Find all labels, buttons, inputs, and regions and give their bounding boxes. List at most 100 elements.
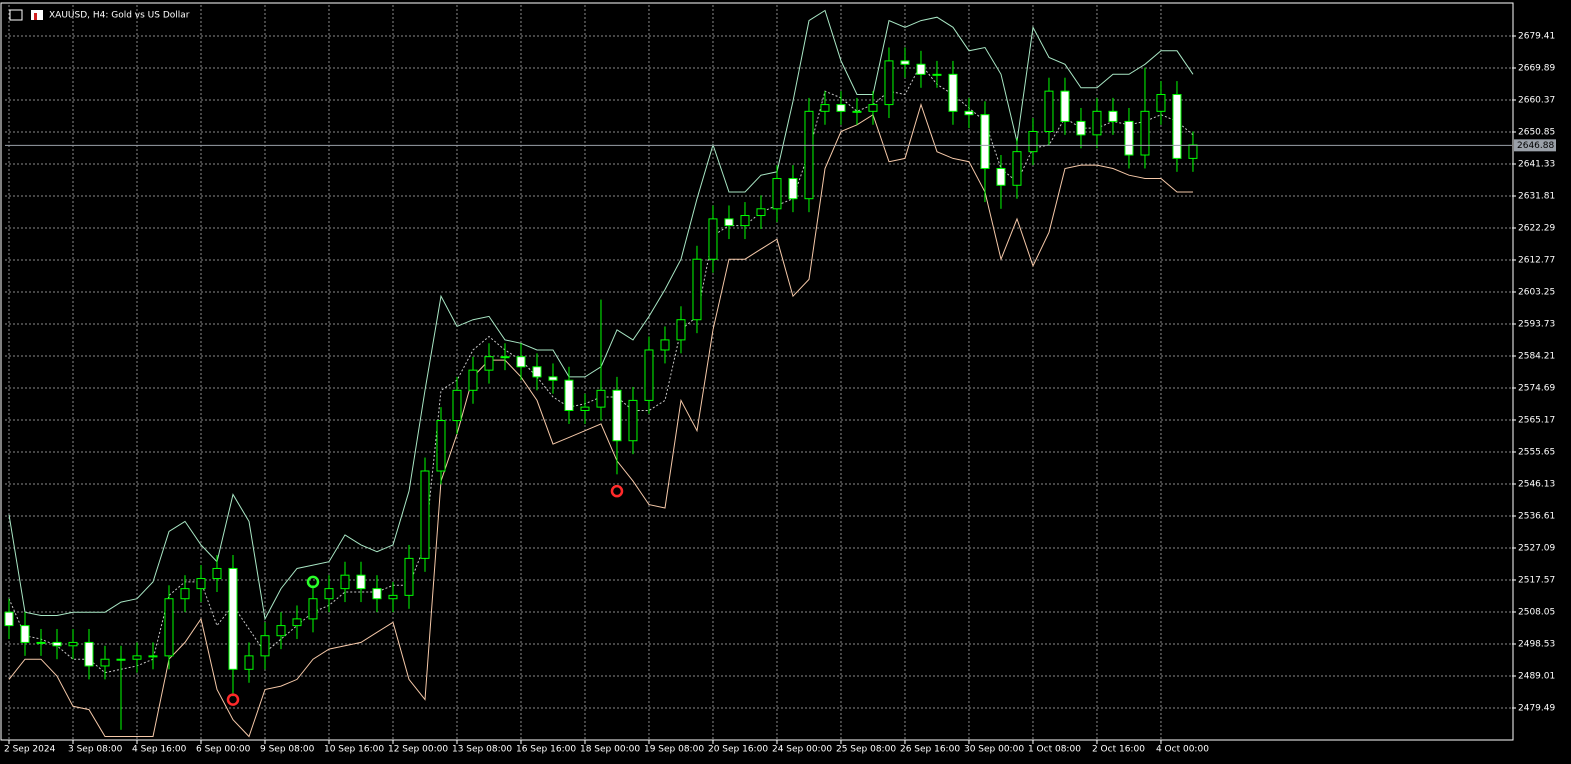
y-tick-label: 2527.09: [1518, 543, 1555, 553]
plot-frame: [0, 2, 1514, 741]
x-tick-label: 1 Oct 08:00: [1028, 745, 1081, 755]
candle-body: [580, 406, 590, 411]
plot: [4, 9, 1512, 738]
y-tick-label: 2669.89: [1518, 63, 1555, 73]
candle-body: [148, 655, 158, 658]
y-tick-label: 2517.57: [1518, 575, 1555, 585]
y-tick-label: 2498.53: [1518, 639, 1555, 649]
candle-body: [1172, 94, 1182, 159]
x-tick-label: 2 Sep 2024: [4, 745, 56, 755]
y-tick-label: 2641.33: [1518, 159, 1555, 169]
signal-marker: [610, 484, 624, 498]
candle-body: [4, 611, 14, 627]
signal-marker: [226, 693, 240, 706]
indicator-line: [8, 102, 1193, 738]
candle-body: [804, 110, 814, 200]
candle-body: [948, 73, 958, 112]
y-tick-label: 2565.17: [1518, 415, 1555, 425]
candle-body: [260, 635, 270, 657]
candle-body: [36, 641, 46, 644]
candle-body: [388, 594, 398, 600]
candle-body: [516, 356, 526, 368]
y-tick-label: 2603.25: [1518, 287, 1555, 297]
candle-body: [340, 574, 350, 590]
x-tick-label: 18 Sep 00:00: [580, 745, 640, 755]
x-tick-label: 2 Oct 16:00: [1092, 745, 1145, 755]
symbol-icon-bar: [34, 13, 37, 20]
candle-body: [52, 641, 62, 647]
x-tick-label: 4 Sep 16:00: [132, 745, 187, 755]
candle-body: [708, 218, 718, 260]
candle-body: [84, 641, 94, 667]
window-icon[interactable]: [9, 9, 23, 21]
candle-body: [420, 470, 430, 559]
candle-body: [500, 356, 510, 359]
candle-body: [1188, 144, 1198, 159]
candle-body: [180, 588, 190, 600]
candle-body: [100, 658, 110, 667]
x-tick-label: 3 Sep 08:00: [68, 745, 123, 755]
x-tick-label: 10 Sep 16:00: [324, 745, 384, 755]
x-tick-label: 16 Sep 16:00: [516, 745, 576, 755]
x-tick-label: 26 Sep 16:00: [900, 745, 960, 755]
chart-title: XAUUSD, H4: Gold vs US Dollar: [49, 11, 190, 21]
x-tick-label: 4 Oct 00:00: [1156, 745, 1209, 755]
candle-body: [660, 339, 670, 351]
candle-body: [836, 104, 846, 112]
y-tick-label: 2650.85: [1518, 127, 1555, 137]
candle-body: [116, 658, 126, 661]
candle-body: [1092, 110, 1102, 136]
x-tick-label: 19 Sep 08:00: [644, 745, 704, 755]
indicator-line: [8, 63, 1194, 674]
y-tick-label: 2479.49: [1518, 703, 1555, 713]
x-tick-label: 9 Sep 08:00: [260, 745, 315, 755]
candle-body: [212, 567, 222, 580]
candle-body: [916, 63, 926, 75]
candle-body: [628, 399, 638, 442]
y-tick-label: 2660.37: [1518, 95, 1555, 105]
x-tick-label: 25 Sep 08:00: [836, 745, 896, 755]
x-tick-label: 24 Sep 00:00: [772, 745, 832, 755]
candle-body: [900, 60, 910, 65]
candle-body: [132, 655, 142, 660]
candle-body: [884, 60, 894, 106]
y-tick-label: 2593.73: [1518, 319, 1555, 329]
candle-body: [372, 588, 382, 600]
candle-body: [244, 655, 254, 670]
candle-body: [292, 618, 302, 627]
candle-body: [1156, 94, 1166, 112]
signal-marker: [306, 575, 320, 589]
candle-body: [676, 319, 686, 341]
candle-body: [932, 73, 942, 76]
candle-body: [772, 178, 782, 210]
candle-body: [1140, 110, 1150, 156]
x-tick-label: 6 Sep 00:00: [196, 745, 251, 755]
candle-body: [468, 369, 478, 391]
candle-body: [324, 588, 334, 600]
candle-body: [356, 574, 366, 590]
candle-body: [228, 567, 238, 670]
candle-body: [68, 641, 78, 647]
candle-body: [1108, 110, 1118, 122]
y-tick-label: 2536.61: [1518, 511, 1555, 521]
candle-body: [644, 349, 654, 401]
x-tick-label: 13 Sep 08:00: [452, 745, 512, 755]
candle-body: [164, 598, 174, 657]
y-tick-label: 2584.21: [1518, 351, 1555, 361]
candle-body: [1124, 120, 1134, 156]
candle-body: [964, 110, 974, 116]
y-tick-label: 2508.05: [1518, 607, 1555, 617]
candle-body: [564, 379, 574, 411]
candle-body: [852, 110, 862, 113]
candle-body: [1012, 151, 1022, 186]
candle-body: [996, 167, 1006, 186]
x-tick-label: 12 Sep 00:00: [388, 745, 448, 755]
candle-body: [452, 389, 462, 422]
candle-body: [1044, 90, 1054, 132]
candle-body: [308, 598, 318, 620]
candle-body: [404, 557, 414, 596]
y-tick-label: 2574.69: [1518, 383, 1555, 393]
candle-body: [484, 356, 494, 371]
